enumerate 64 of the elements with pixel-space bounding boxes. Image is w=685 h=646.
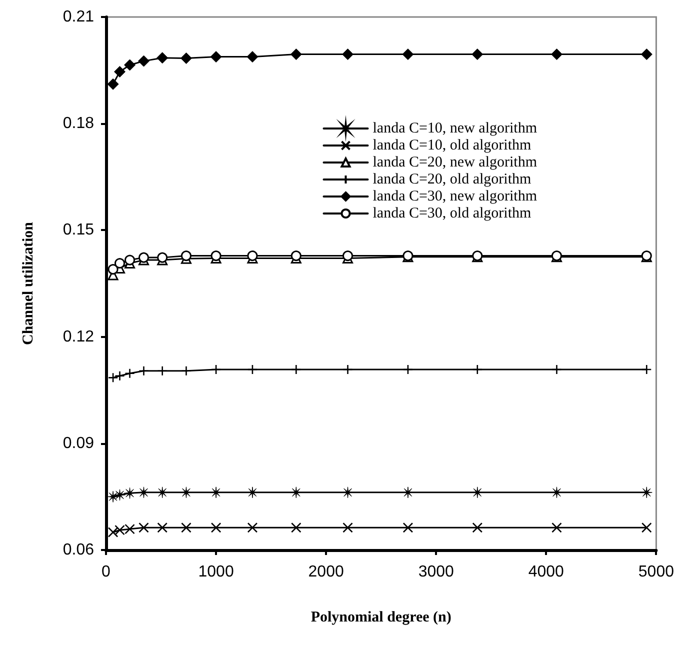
y-tick-label: 0.12 xyxy=(62,328,94,346)
point xyxy=(124,524,135,534)
point xyxy=(210,51,222,63)
y-axis-title: Channel utilization xyxy=(20,221,36,345)
point xyxy=(108,264,118,275)
point xyxy=(124,254,136,266)
point xyxy=(124,59,136,71)
point xyxy=(210,250,222,262)
point xyxy=(472,48,484,60)
legend-label: landa C=10, new algorithm xyxy=(372,120,538,136)
point xyxy=(114,66,126,78)
point xyxy=(641,364,652,375)
y-tick-label: 0.18 xyxy=(62,115,94,132)
x-tick-label: 1000 xyxy=(198,564,234,580)
point xyxy=(247,250,258,262)
point xyxy=(402,48,414,60)
point xyxy=(342,48,354,60)
x-tick-label: 0 xyxy=(102,564,111,580)
point xyxy=(107,490,119,502)
point xyxy=(290,48,302,60)
point xyxy=(156,52,168,64)
point xyxy=(290,250,302,262)
point xyxy=(342,250,354,262)
point xyxy=(108,527,118,538)
point xyxy=(107,78,119,90)
point xyxy=(247,522,258,533)
point xyxy=(138,55,150,67)
x-axis-title: Polynomial degree (n) xyxy=(310,610,452,626)
y-tick-label: 0.15 xyxy=(62,222,94,239)
point xyxy=(157,522,168,533)
y-tick-label: 0.06 xyxy=(62,542,94,558)
x-tick-label: 3000 xyxy=(418,564,454,580)
point xyxy=(402,522,414,533)
point xyxy=(402,486,414,498)
point xyxy=(138,522,149,533)
point xyxy=(246,486,258,498)
x-tick-label: 5000 xyxy=(638,564,674,580)
legend-label: landa C=20, new algorithm xyxy=(372,154,538,170)
point xyxy=(114,489,126,501)
x-tick-label: 2000 xyxy=(308,564,344,580)
point xyxy=(108,372,118,383)
legend-label: landa C=30, old algorithm xyxy=(372,206,532,222)
point xyxy=(291,522,302,533)
y-tick-label: 0.09 xyxy=(62,434,94,452)
point xyxy=(342,522,353,533)
point xyxy=(210,522,222,533)
point xyxy=(157,252,168,263)
point xyxy=(138,252,149,263)
point xyxy=(114,258,126,268)
point xyxy=(210,486,222,498)
legend-label: landa C=20, old algorithm xyxy=(372,172,532,188)
point xyxy=(472,522,483,533)
point xyxy=(246,51,258,63)
point xyxy=(180,52,192,64)
y-tick-label: 0.21 xyxy=(62,8,94,26)
x-tick-label: 4000 xyxy=(528,564,564,580)
point xyxy=(552,522,562,533)
legend-label: landa C=10, old algorithm xyxy=(372,138,532,154)
point xyxy=(640,48,652,60)
legend-label: landa C=30, new algorithm xyxy=(372,188,538,204)
point xyxy=(550,48,562,60)
point xyxy=(181,522,192,533)
point xyxy=(180,250,192,262)
point xyxy=(641,522,652,533)
